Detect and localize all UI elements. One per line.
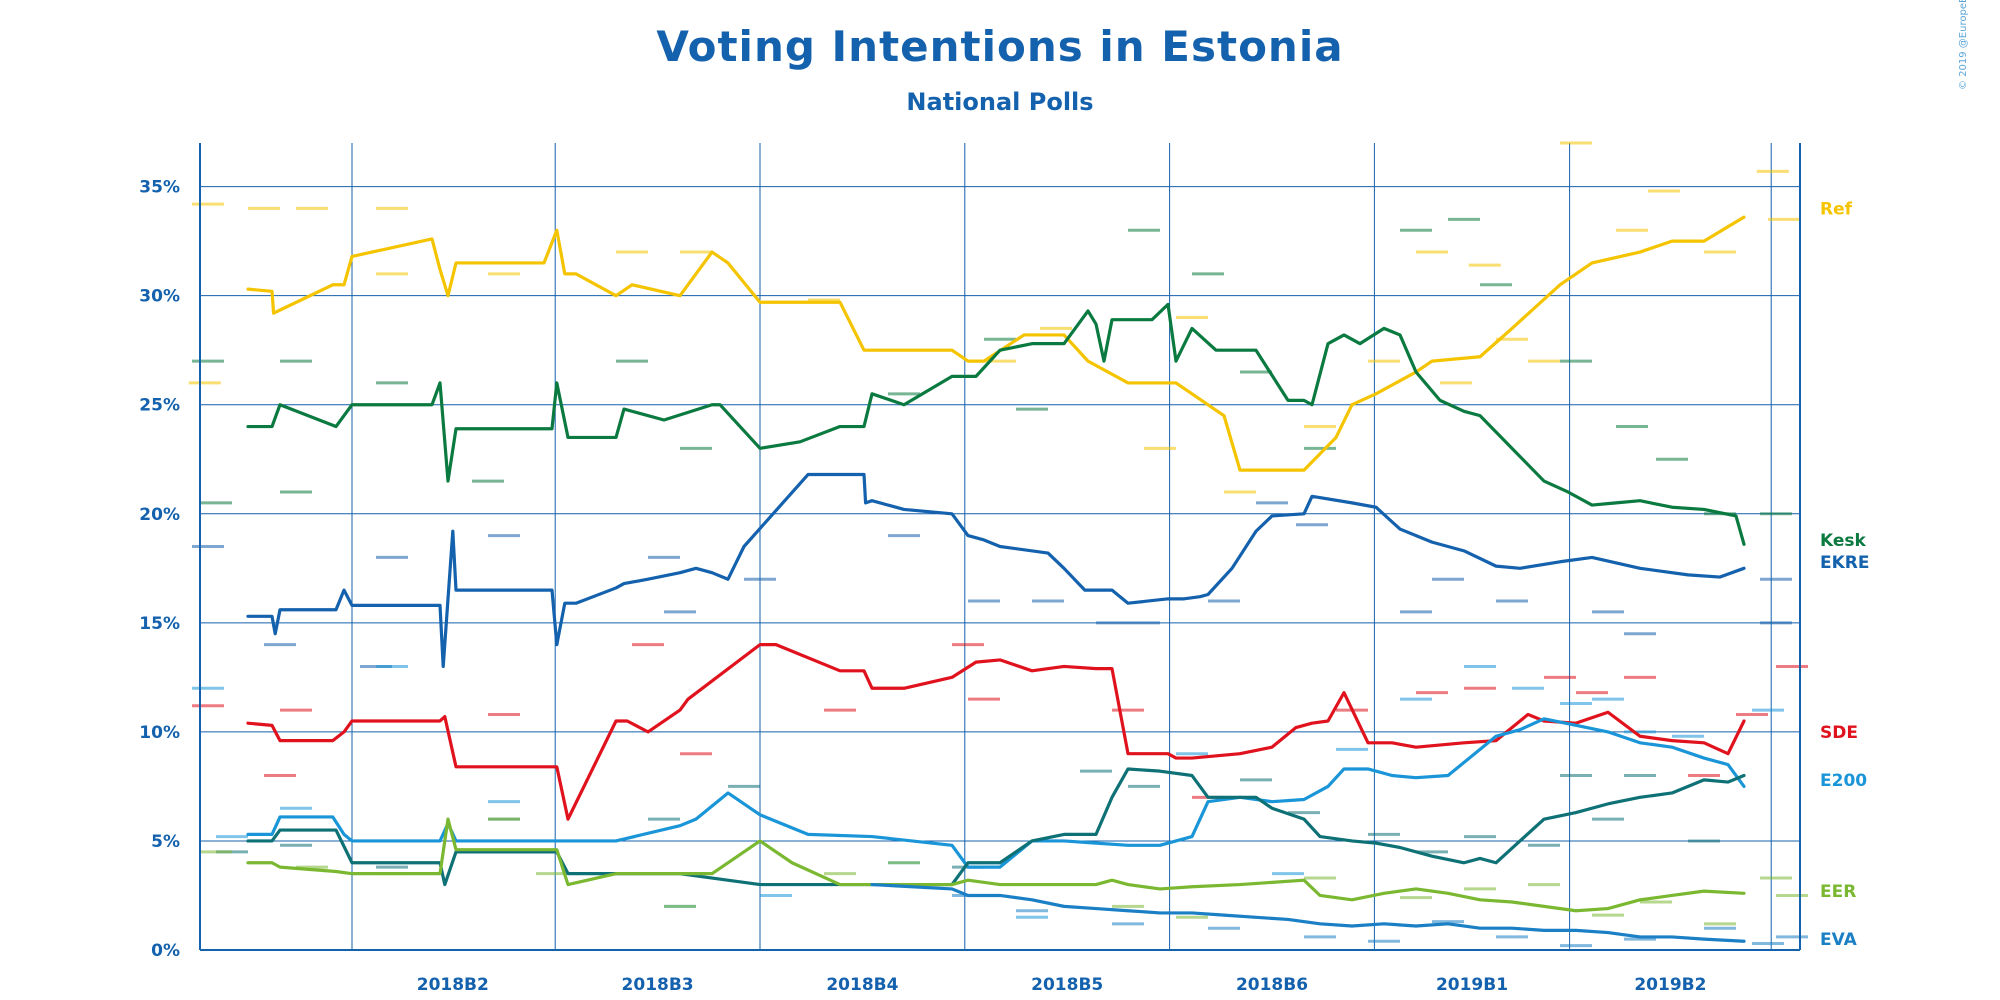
trend-lines — [246, 215, 1746, 943]
chart-grid — [200, 143, 1800, 951]
legend-label-eva: EVA — [1820, 930, 1858, 950]
x-tick-label: 2019B1 — [1436, 975, 1508, 995]
chart-axes — [199, 143, 1801, 951]
series-line-ekre — [246, 472, 1746, 669]
chart-subtitle: National Polls — [906, 88, 1094, 116]
y-tick-label: 20% — [139, 505, 180, 525]
chart-title: Voting Intentions in Estonia — [656, 22, 1344, 71]
series-line-eva — [870, 882, 1746, 943]
series-line-eer — [246, 817, 1746, 913]
series-line-kesk — [246, 302, 1746, 546]
series-line-ref — [246, 215, 1746, 472]
series-line-e200 — [246, 717, 1746, 869]
x-tick-label: 2019B2 — [1634, 975, 1706, 995]
legend-label-ekre: EKRE — [1820, 553, 1870, 573]
legend-label-eer: EER — [1820, 882, 1856, 902]
y-tick-label: 35% — [139, 178, 180, 198]
y-tick-label: 5% — [151, 832, 180, 852]
y-tick-label: 25% — [139, 396, 180, 416]
y-tick-label: 0% — [151, 941, 180, 961]
legend-label-kesk: Kesk — [1820, 531, 1867, 551]
legend-label-e200: E200 — [1820, 771, 1867, 791]
x-tick-label: 2018B3 — [622, 975, 694, 995]
x-tick-label: 2018B2 — [417, 975, 489, 995]
poll-markers — [188, 141, 1808, 948]
legend-label-sde: SDE — [1820, 723, 1858, 743]
chart-labels: 0% 5% 10% 15% 20% 25% 30% 35% 2018B2 2018B3 2018B4… — [139, 178, 1869, 995]
legend-label-ref: Ref — [1820, 199, 1853, 219]
series-line-isamaa — [246, 767, 1746, 887]
x-tick-label: 2018B5 — [1031, 975, 1103, 995]
y-tick-label: 10% — [139, 723, 180, 743]
y-tick-label: 30% — [139, 287, 180, 307]
x-tick-label: 2018B6 — [1236, 975, 1308, 995]
x-tick-label: 2018B4 — [826, 975, 898, 995]
y-tick-label: 15% — [139, 614, 180, 634]
